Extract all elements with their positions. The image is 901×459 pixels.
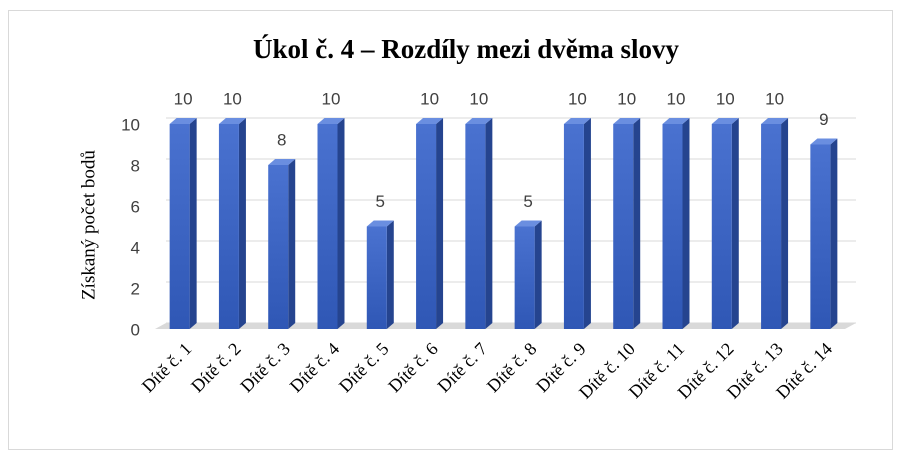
bar xyxy=(465,124,486,329)
bar-top xyxy=(366,220,394,227)
y-tick-label: 8 xyxy=(131,156,140,175)
bar-side xyxy=(583,118,591,329)
bar xyxy=(761,124,782,329)
data-label: 5 xyxy=(376,192,385,211)
bar-top xyxy=(613,118,641,124)
bar-side xyxy=(288,159,296,329)
bar-side xyxy=(238,118,246,329)
data-label: 5 xyxy=(523,192,532,211)
y-tick-label: 2 xyxy=(131,279,140,298)
bar-top xyxy=(416,118,444,124)
bar-top xyxy=(218,118,246,124)
chart-title: Úkol č. 4 – Rozdíly mezi dvěma slovy xyxy=(253,34,679,64)
bar-side xyxy=(731,118,739,329)
y-tick-label: 10 xyxy=(121,115,140,134)
bar-top xyxy=(317,118,345,124)
bar-side xyxy=(436,118,444,329)
chart-border xyxy=(8,10,893,450)
bar-top xyxy=(465,118,493,124)
bar-side xyxy=(682,118,690,329)
bar-side xyxy=(189,118,197,329)
y-axis-label: Získaný počet bodů xyxy=(78,150,99,300)
bar xyxy=(662,124,683,329)
data-label: 10 xyxy=(174,89,193,108)
data-label: 10 xyxy=(667,89,686,108)
data-label: 9 xyxy=(819,110,828,129)
bar xyxy=(366,226,387,329)
bar xyxy=(416,124,437,329)
bar-side xyxy=(633,118,641,329)
bar-top xyxy=(268,159,296,165)
bar-top xyxy=(514,220,542,227)
floor xyxy=(155,323,856,329)
bar xyxy=(268,165,289,329)
data-label: 10 xyxy=(765,89,784,108)
bar xyxy=(218,124,239,329)
bar xyxy=(317,124,338,329)
bar-top xyxy=(563,118,591,124)
data-label: 10 xyxy=(223,89,242,108)
bar xyxy=(613,124,634,329)
bar-top xyxy=(761,118,789,124)
data-label: 10 xyxy=(469,89,488,108)
bar-top xyxy=(810,138,838,145)
y-tick-label: 4 xyxy=(131,238,140,257)
bar xyxy=(514,226,535,329)
data-label: 10 xyxy=(420,89,439,108)
data-label: 10 xyxy=(716,89,735,108)
data-label: 10 xyxy=(568,89,587,108)
bar-top xyxy=(711,118,739,124)
bar-side xyxy=(534,220,542,329)
bar-side xyxy=(337,118,345,329)
bar xyxy=(169,124,190,329)
data-label: 10 xyxy=(322,89,341,108)
bar-side xyxy=(781,118,789,329)
y-tick-label: 0 xyxy=(131,320,140,339)
y-tick-label: 6 xyxy=(131,197,140,216)
data-label: 8 xyxy=(277,130,286,149)
bar xyxy=(563,124,584,329)
bar xyxy=(711,124,732,329)
bar-top xyxy=(169,118,197,124)
bar xyxy=(810,144,831,329)
data-label: 10 xyxy=(617,89,636,108)
bar-side xyxy=(830,138,838,329)
bar-side xyxy=(386,220,394,329)
bar-side xyxy=(485,118,493,329)
bar-top xyxy=(662,118,690,124)
